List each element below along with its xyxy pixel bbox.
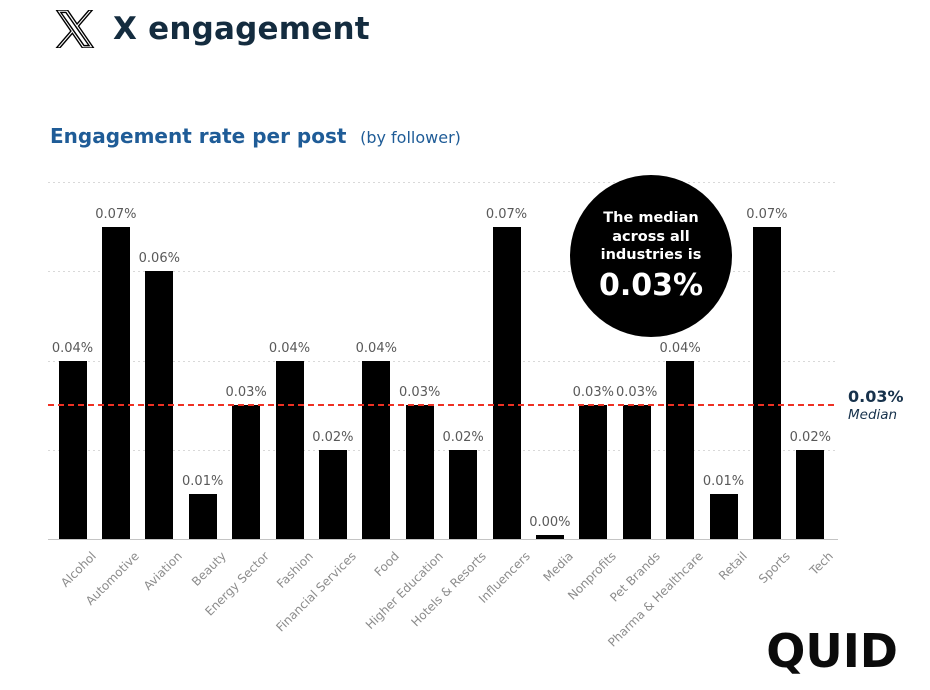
bar-value-label: 0.01% [182, 474, 224, 490]
page-title: X engagement [113, 11, 370, 47]
bar-chart: 0.03% Median The median across all industr… [48, 175, 904, 650]
bar-value-label: 0.02% [442, 429, 484, 445]
bar-value-label: 0.07% [746, 206, 788, 222]
gridline [48, 271, 838, 273]
header: X engagement [54, 9, 370, 49]
bar-value-label: 0.04% [355, 340, 397, 356]
median-line [48, 404, 838, 407]
bar-value-label: 0.04% [268, 340, 311, 356]
bar [275, 360, 304, 539]
bar-value-label: 0.03% [616, 385, 658, 401]
bar [796, 449, 825, 539]
bar [492, 226, 521, 539]
bar [101, 226, 130, 539]
bar [752, 226, 781, 539]
median-annotation-line: The median [603, 209, 699, 226]
quid-logo: QUID [766, 624, 898, 678]
bar [709, 494, 738, 539]
gridline [48, 449, 838, 451]
gridline [48, 360, 838, 362]
median-annotation-text: The median across all industries is [601, 209, 702, 266]
bar-value-label: 0.00% [529, 514, 571, 530]
median-annotation-line: industries is [600, 247, 702, 264]
bar-value-label: 0.02% [789, 429, 831, 445]
chart-title-suffix: (by follower) [360, 128, 461, 147]
bar [535, 534, 564, 539]
bar [622, 405, 651, 539]
median-label: 0.03% Median [848, 387, 930, 423]
median-annotation-value: 0.03% [598, 268, 704, 304]
bar-value-label: 0.07% [95, 206, 137, 222]
chart-title: Engagement rate per post (by follower) [50, 121, 461, 149]
bar [232, 405, 261, 539]
bar [449, 449, 478, 539]
bar-value-label: 0.03% [225, 385, 267, 401]
bar [666, 360, 695, 539]
bar-value-label: 0.06% [138, 251, 180, 267]
bar-value-label: 0.03% [572, 385, 614, 401]
x-axis-line [48, 539, 838, 540]
bar-value-label: 0.01% [702, 474, 745, 490]
bar-value-label: 0.03% [399, 385, 441, 401]
bar-value-label: 0.02% [312, 429, 354, 445]
median-annotation-badge: The median across all industries is 0.03% [570, 175, 732, 337]
median-caption: Median [848, 407, 898, 424]
bar-value-label: 0.07% [485, 206, 528, 222]
bar [579, 405, 608, 539]
gridline [48, 182, 838, 183]
bar-value-label: 0.04% [51, 340, 94, 356]
bar [58, 360, 87, 539]
bar [318, 449, 347, 539]
bar [405, 405, 434, 539]
x-logo-icon [54, 9, 95, 49]
bar-value-label: 0.04% [659, 340, 701, 356]
bar [362, 360, 391, 539]
chart-title-main: Engagement rate per post [50, 124, 347, 148]
median-annotation-line: across all [612, 228, 690, 245]
median-value: 0.03% [848, 387, 904, 407]
bar [188, 494, 217, 539]
